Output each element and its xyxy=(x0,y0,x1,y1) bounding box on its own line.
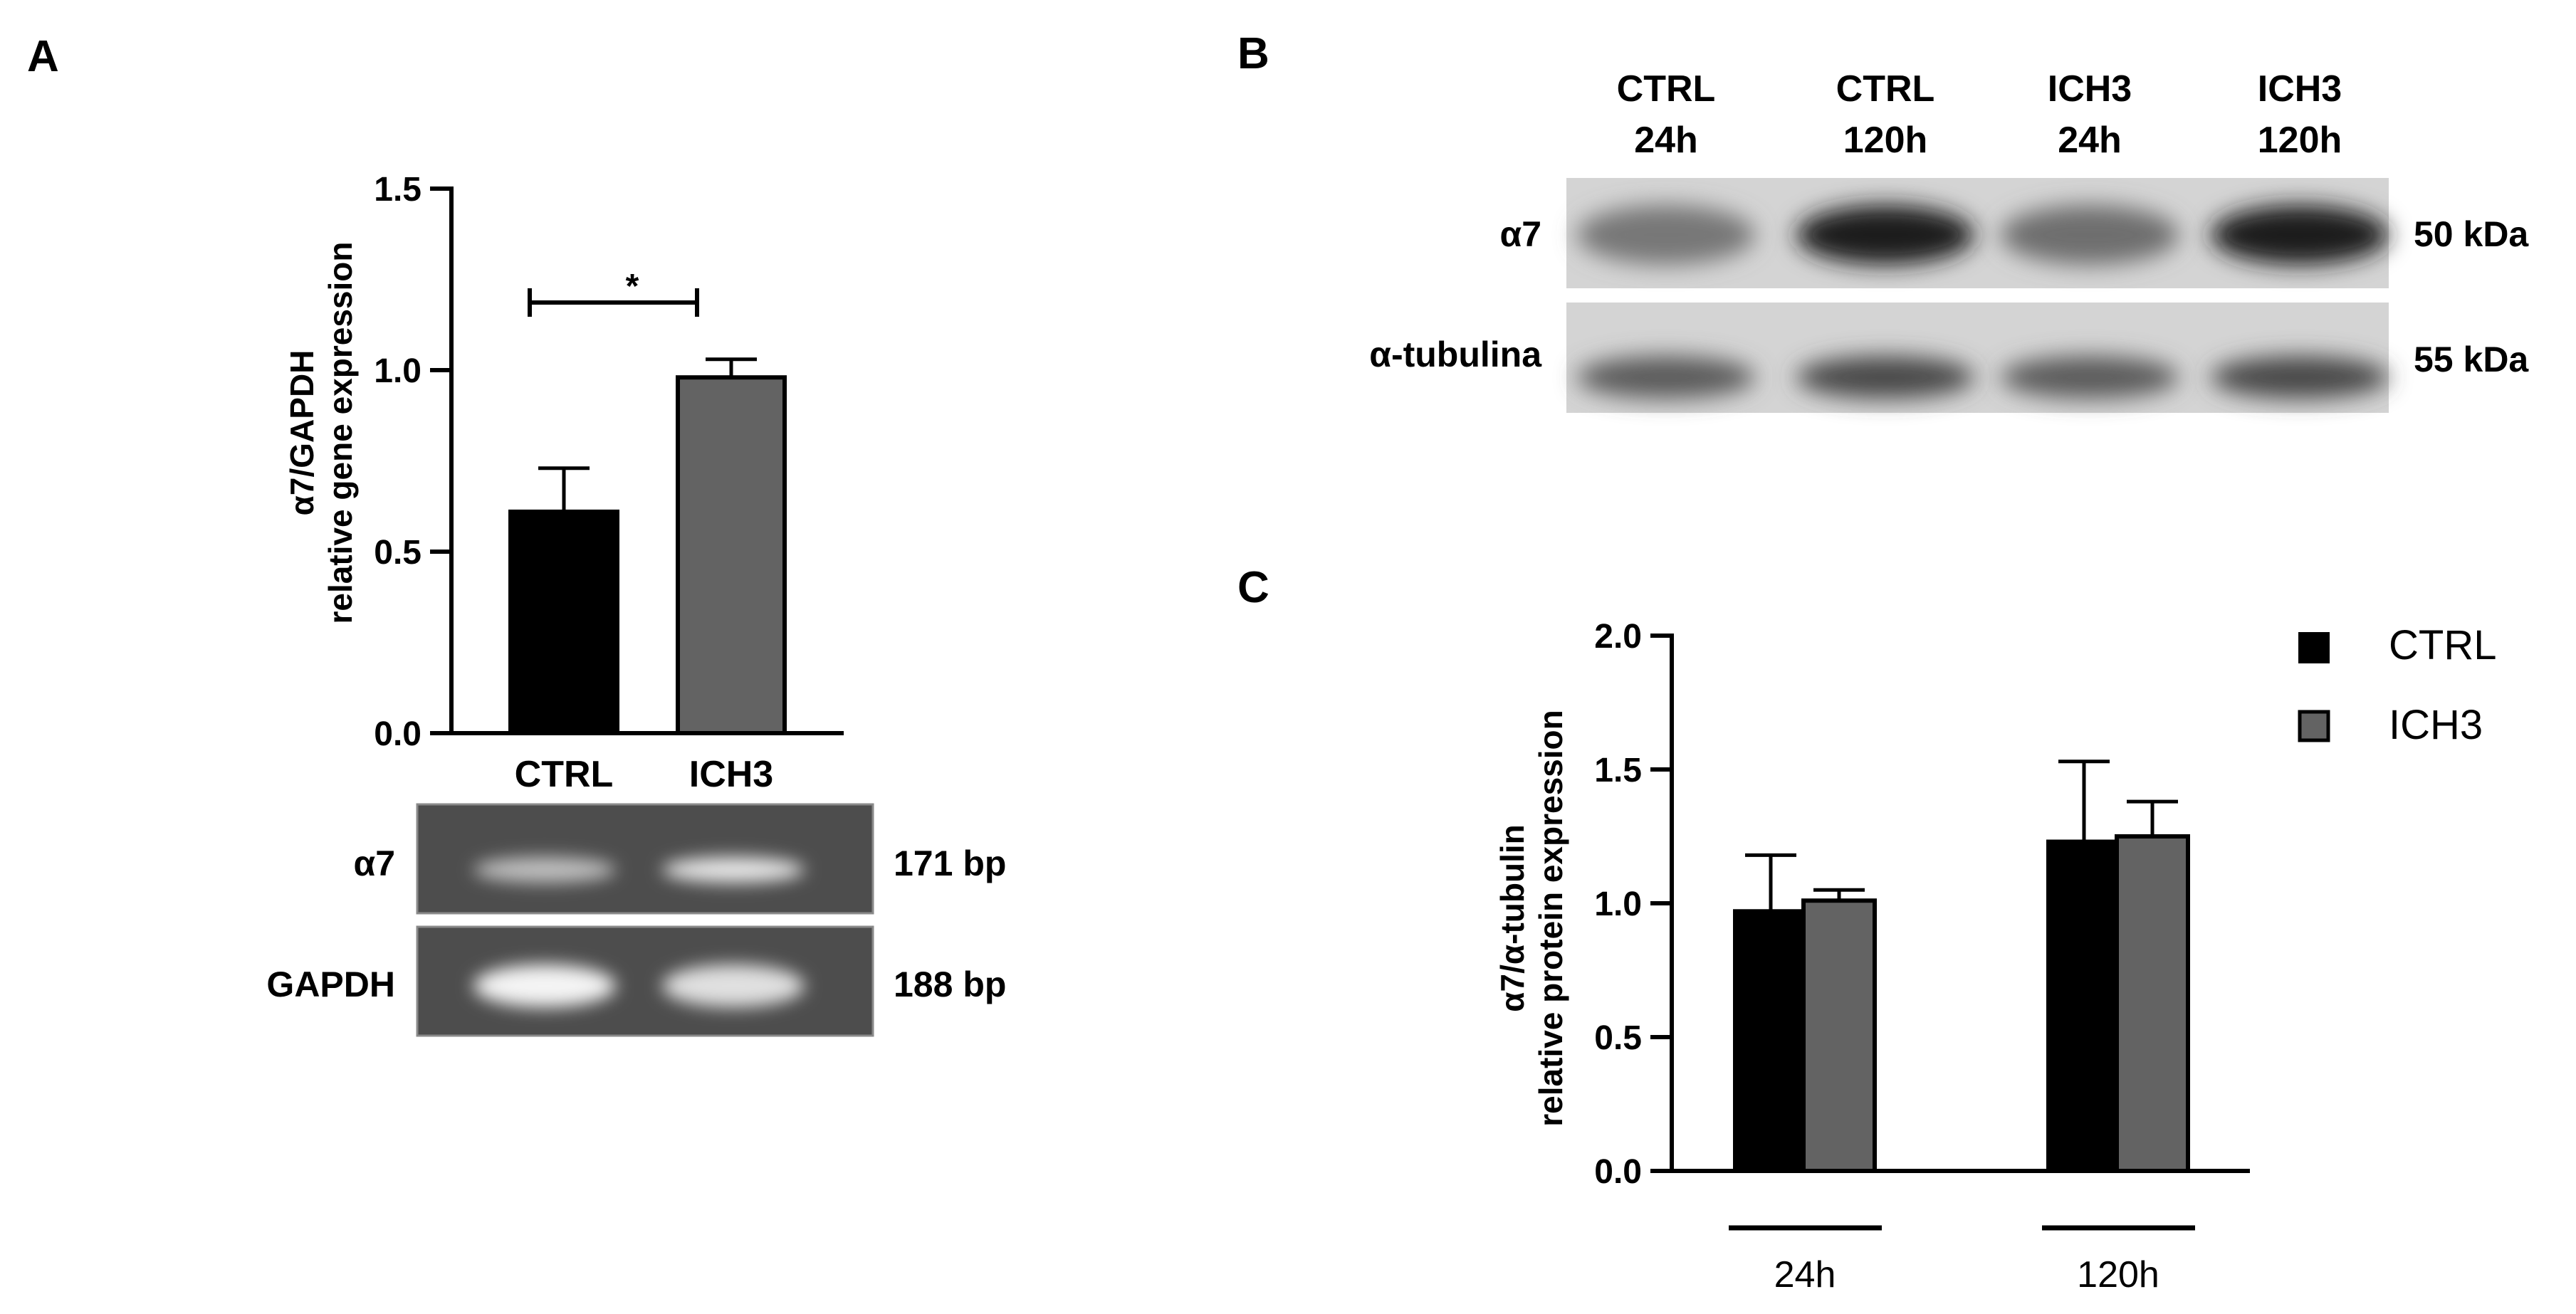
legend-swatch-ich3 xyxy=(2298,710,2330,742)
blot-label-tubulin: α-tubulina xyxy=(1369,335,1542,374)
panel-c-y-axis-title: α7/α-tubulin relative protein expression xyxy=(1494,710,1569,1126)
group-label-120h: 120h xyxy=(2077,1254,2159,1295)
panel-c-y-tick-label: 0.5 xyxy=(1594,1019,1642,1057)
panel-a-ylabel-line2: relative gene expression xyxy=(322,242,359,624)
gel-band xyxy=(473,857,616,883)
blot-size-alpha7: 50 kDa xyxy=(2414,214,2529,254)
blot-band xyxy=(1796,205,1974,265)
lane-header-3-line2: 24h xyxy=(2058,120,2122,161)
bar-ich3-120h xyxy=(2115,834,2190,1173)
panel-c-y-tick-label: 2.0 xyxy=(1594,618,1642,656)
panel-c-y-tick-label: 0.0 xyxy=(1594,1153,1642,1191)
panel-c-ylabel-line2: relative protein expression xyxy=(1532,710,1569,1126)
bar-ich3 xyxy=(676,375,787,735)
x-tick-label-ich3: ICH3 xyxy=(689,754,773,795)
gel-size-gapdh: 188 bp xyxy=(894,965,1006,1004)
blot-band xyxy=(1577,356,1755,399)
blot-band xyxy=(1796,356,1974,399)
lane-header-1-line1: CTRL xyxy=(1617,68,1716,110)
gel-label-alpha7: α7 xyxy=(353,843,395,883)
panel-a-letter: A xyxy=(27,32,59,81)
panel-c-y-tick-label: 1.0 xyxy=(1594,885,1642,923)
panel-a-chart: α7/GAPDH relative gene expression * 0.0 0… xyxy=(283,171,844,795)
gel-band xyxy=(473,965,616,1007)
panel-c-chart: α7/α-tubulin relative protein expression… xyxy=(1494,618,2496,1295)
legend: CTRL ICH3 xyxy=(2298,622,2496,748)
lane-header-3-line1: ICH3 xyxy=(2048,68,2132,110)
lane-header-4-line1: ICH3 xyxy=(2258,68,2342,110)
lane-header-2-line1: CTRL xyxy=(1836,68,1935,110)
group-label-24h: 24h xyxy=(1774,1254,1836,1295)
gel-row-alpha7 xyxy=(416,803,874,915)
blot-size-tubulin: 55 kDa xyxy=(2414,340,2529,379)
gel-bands xyxy=(473,857,805,1007)
blot-label-alpha7: α7 xyxy=(1499,214,1541,254)
blot-band xyxy=(2001,205,2179,265)
panel-a-y-tick-label: 1.5 xyxy=(374,171,422,209)
gel-size-alpha7: 171 bp xyxy=(894,843,1006,883)
lane-header-4-line2: 120h xyxy=(2258,120,2342,161)
blot-band xyxy=(2211,356,2389,399)
panel-a-y-tick-label: 0.5 xyxy=(374,534,422,572)
panel-c-ylabel-line1: α7/α-tubulin xyxy=(1494,824,1531,1012)
gel-label-gapdh: GAPDH xyxy=(266,965,395,1004)
bar-ctrl-120h xyxy=(2046,839,2122,1174)
panel-a-ylabel-line1: α7/GAPDH xyxy=(283,350,320,516)
x-tick-label-ctrl: CTRL xyxy=(515,754,614,795)
gel-band xyxy=(662,857,805,883)
bar-ctrl-24h xyxy=(1733,909,1808,1174)
bar-ich3-24h xyxy=(1801,898,1877,1173)
legend-label-ctrl: CTRL xyxy=(2389,622,2496,668)
blot-band xyxy=(1577,205,1755,265)
lane-header-1-line2: 24h xyxy=(1634,120,1698,161)
lane-header-2-line2: 120h xyxy=(1843,120,1928,161)
bar-ctrl xyxy=(508,509,619,736)
significance-star: * xyxy=(626,268,639,305)
panel-b-western-blot: CTRL 24h CTRL 120h ICH3 24h ICH3 120h α7… xyxy=(1369,68,2529,413)
blot-bands xyxy=(1577,205,2389,399)
blot-band xyxy=(2001,356,2179,399)
gel-band xyxy=(662,965,805,1007)
panel-a-y-tick-label: 0.0 xyxy=(374,715,422,753)
panel-a-y-tick-label: 1.0 xyxy=(374,352,422,390)
panel-c-letter: C xyxy=(1237,563,1269,612)
panel-a-y-axis-title: α7/GAPDH relative gene expression xyxy=(283,242,359,624)
panel-c-y-tick-label: 1.5 xyxy=(1594,752,1642,789)
panel-a-gel: α7 GAPDH 171 bp 188 bp xyxy=(266,803,1006,1037)
legend-swatch-ctrl xyxy=(2298,632,2330,663)
panel-b-letter: B xyxy=(1237,29,1269,78)
legend-label-ich3: ICH3 xyxy=(2389,702,2483,748)
blot-band xyxy=(2211,205,2389,265)
